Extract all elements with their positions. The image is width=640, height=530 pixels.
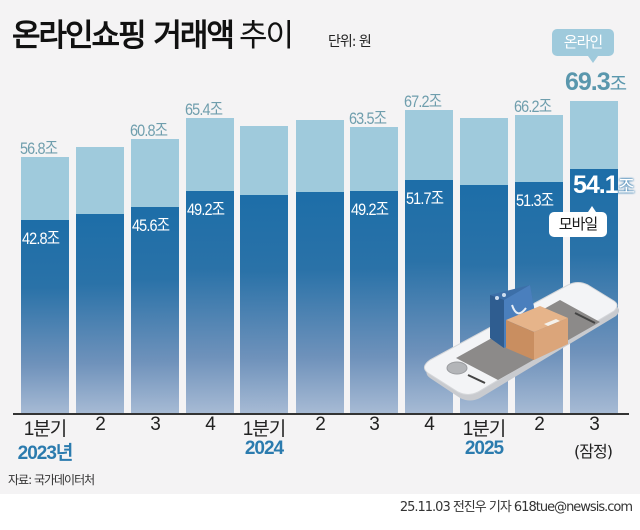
online-value-label: 65.4조 (185, 100, 223, 119)
chart-title: 온라인쇼핑 거래액 추이 (12, 18, 294, 54)
mobile-value-label: 42.8조 (22, 229, 60, 248)
x-tick-label: 2 (315, 414, 326, 435)
online-value-label: 56.8조 (20, 139, 58, 158)
bar-group (76, 147, 124, 413)
x-tick-label: 1분기 (23, 419, 68, 440)
provisional-label: (잠정) (574, 442, 613, 461)
mobile-bar (21, 220, 69, 413)
mobile-value-label: 54.1조 (573, 171, 635, 199)
smartphone-shopping-icon (424, 282, 619, 401)
year-label-2024: 2024 (244, 438, 284, 459)
bar-group (240, 126, 288, 413)
year-label-2023: 2023년 (17, 443, 74, 464)
x-tick-label: 2 (534, 414, 545, 435)
mobile-bar (240, 195, 288, 413)
bar-group (296, 120, 344, 413)
credit-line: 25.11.03 전진우 기자 618tue@newsis.com (399, 500, 633, 515)
mobile-value-label: 45.6조 (132, 216, 170, 235)
mobile-value-label: 51.3조 (516, 191, 554, 210)
online-value-label: 67.2조 (404, 92, 442, 111)
x-tick-label: 3 (589, 414, 600, 435)
online-value-label: 63.5조 (349, 109, 387, 128)
mobile-legend-badge: 모바일 (549, 206, 607, 237)
year-label-2025: 2025 (464, 438, 504, 459)
x-tick-label: 2 (95, 414, 106, 435)
mobile-value-label: 49.2조 (187, 200, 225, 219)
x-tick-label: 3 (150, 414, 161, 435)
title-light: 추이 (238, 18, 294, 54)
mobile-value-label: 51.7조 (406, 189, 444, 208)
bar-group (350, 127, 398, 413)
x-tick-label: 1분기 (462, 419, 507, 440)
x-axis-line (13, 413, 629, 415)
x-tick-label: 4 (424, 414, 435, 435)
title-bold: 온라인쇼핑 거래액 (12, 18, 235, 54)
bar-group (186, 118, 234, 413)
online-value-label: 66.2조 (514, 97, 552, 116)
bar-group (21, 157, 69, 413)
x-tick-label: 3 (369, 414, 380, 435)
mobile-value-label: 49.2조 (351, 200, 389, 219)
mobile-bar (186, 191, 234, 413)
x-tick-label: 1분기 (242, 419, 287, 440)
mobile-bar (131, 207, 179, 413)
bar-group (131, 139, 179, 413)
x-tick-label: 4 (205, 414, 216, 435)
source-note: 자료: 국가데이터처 (8, 473, 95, 487)
mobile-bar (76, 214, 124, 413)
online-value-label: 60.8조 (130, 121, 168, 140)
unit-label: 단위: 원 (328, 34, 372, 50)
mobile-bar (296, 192, 344, 413)
mobile-bar (350, 191, 398, 413)
online-legend-badge: 온라인 (552, 29, 614, 63)
online-value-label: 69.3조 (565, 68, 627, 96)
